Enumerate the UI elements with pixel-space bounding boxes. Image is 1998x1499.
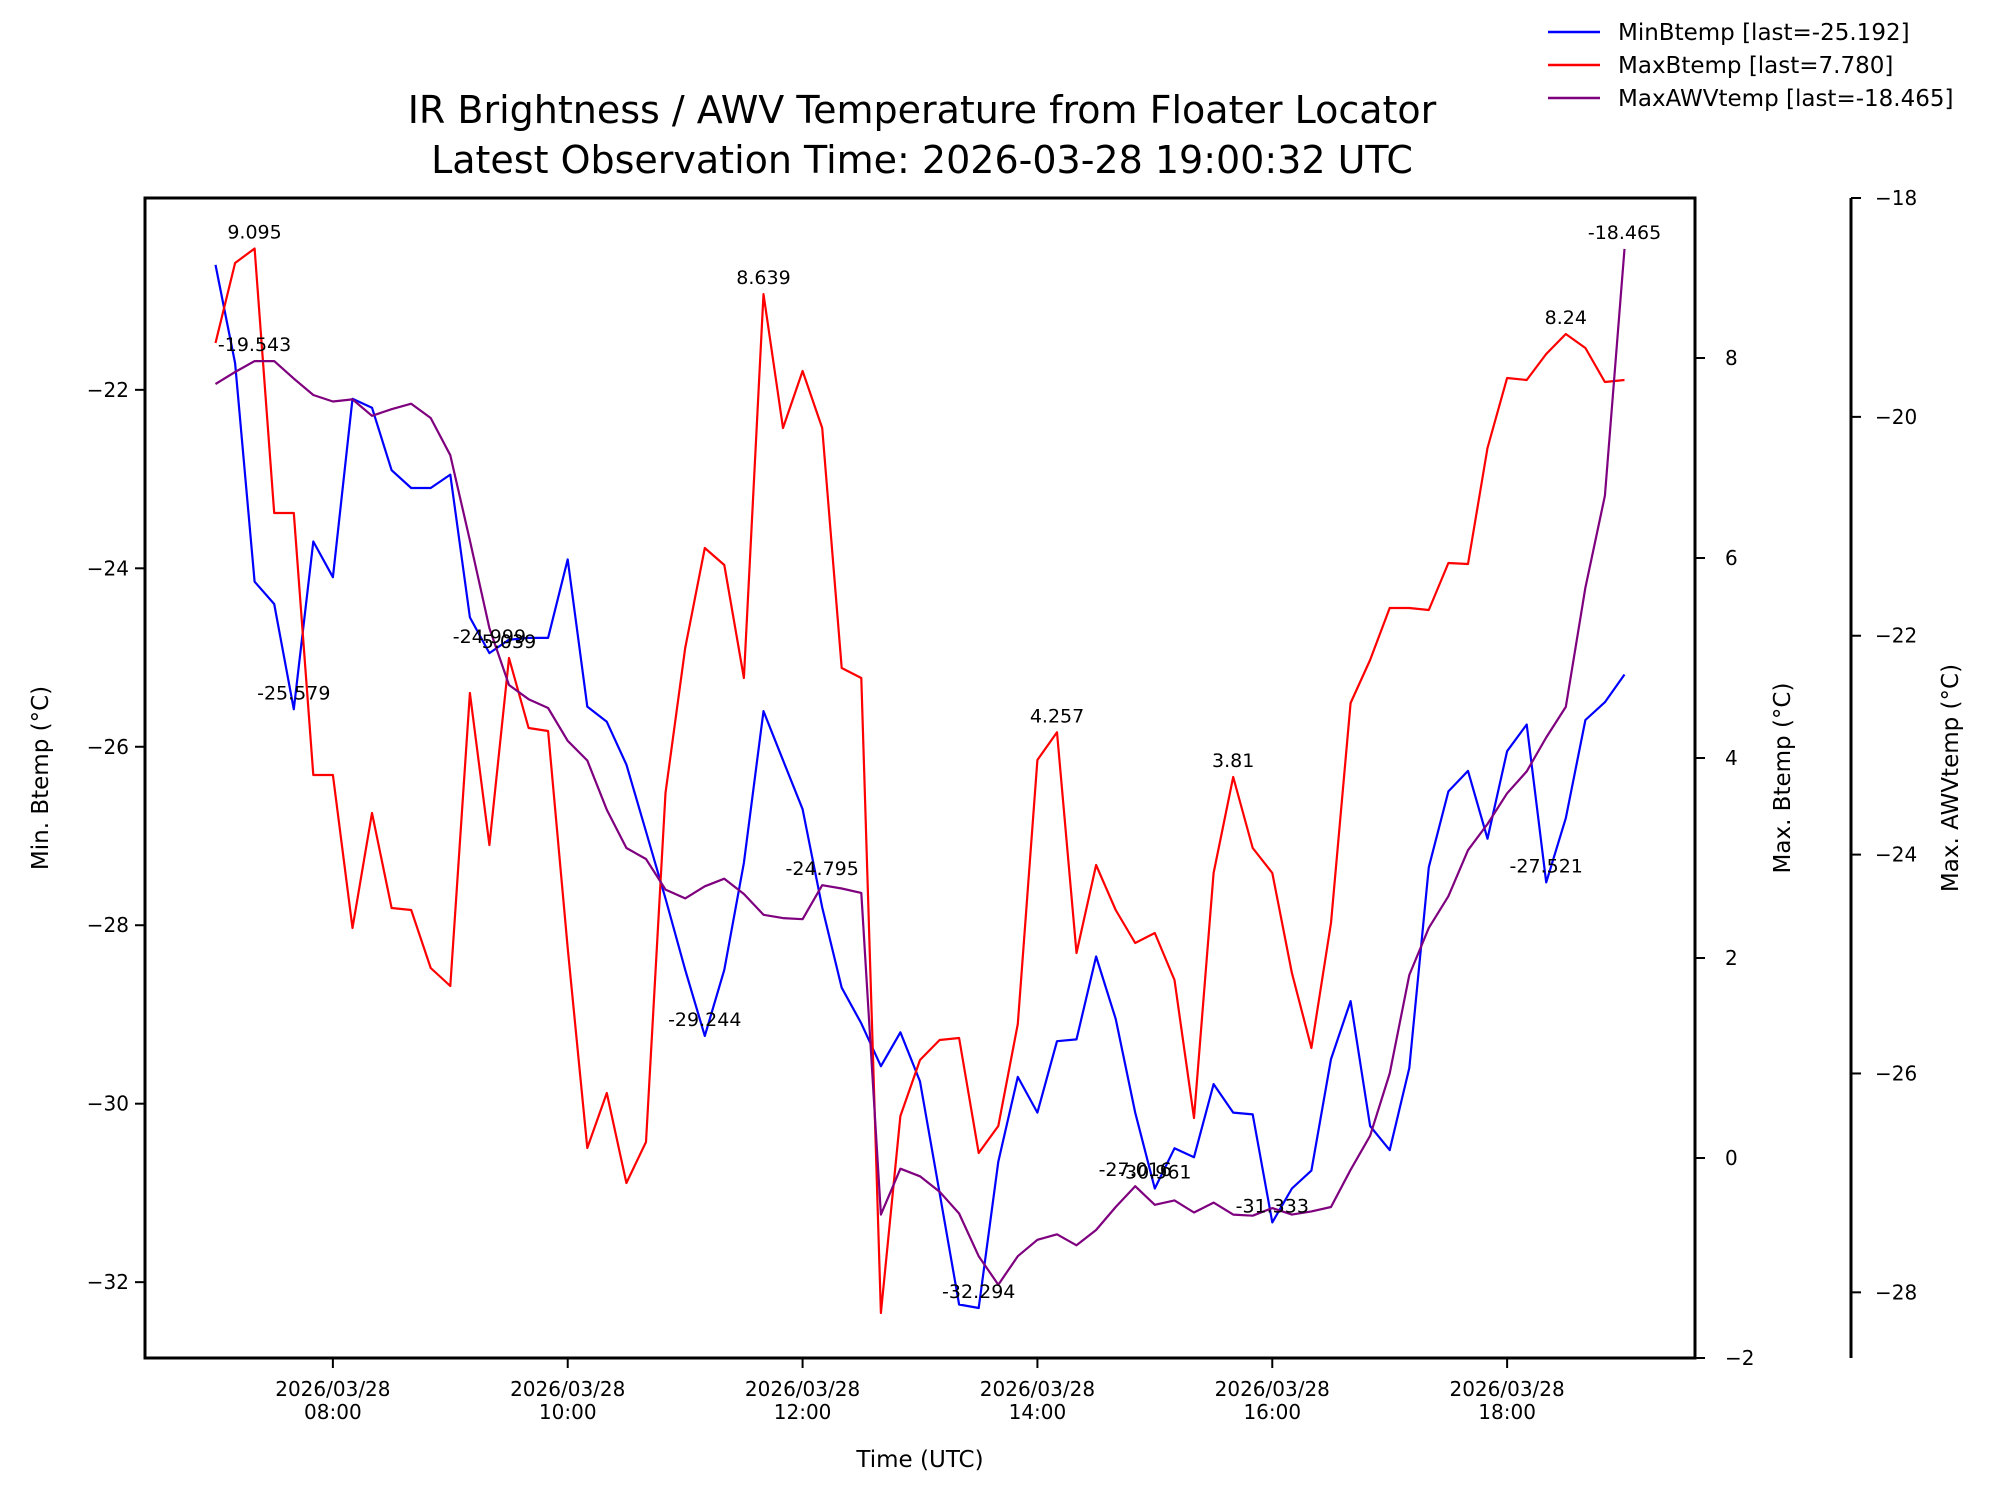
x-tick-label-date: 2026/03/28	[745, 1377, 860, 1401]
data-label: -19.543	[218, 334, 291, 356]
series-line-maxawvtemp	[214, 248, 1626, 1286]
x-tick-label-time: 10:00	[539, 1400, 597, 1424]
data-label: 4.257	[1030, 705, 1084, 727]
chart-subtitle: Latest Observation Time: 2026-03-28 19:0…	[431, 138, 1413, 182]
chart-title: IR Brightness / AWV Temperature from Flo…	[408, 88, 1437, 132]
max-tick-label: 8	[1725, 346, 1738, 370]
x-tick-label-date: 2026/03/28	[275, 1377, 390, 1401]
series-line-minbtemp	[214, 264, 1626, 1310]
x-axis-ticks: 2026/03/2808:002026/03/2810:002026/03/28…	[275, 1358, 1565, 1424]
max-tick-label: 2	[1725, 946, 1738, 970]
data-label: -32.294	[942, 1281, 1015, 1303]
series-line-maxbtemp	[214, 247, 1625, 1315]
awv-tick-label: −26	[1875, 1061, 1917, 1085]
awv-tick-label: −18	[1875, 186, 1917, 210]
x-axis-title: Time (UTC)	[855, 1447, 983, 1473]
max-tick-label: 0	[1725, 1146, 1738, 1170]
max-tick-label: 6	[1725, 546, 1738, 570]
awv-axis-ticks: −18 −20 −22 −24 −26 −28	[1851, 186, 1917, 1304]
annotations: -25.579 -24.999 -29.244 -32.294 -30.961 -31.3…	[218, 222, 1661, 1304]
x-tick-label-date: 2026/03/28	[1449, 1377, 1564, 1401]
min-tick-label: −30	[87, 1092, 129, 1116]
x-tick-label-time: 16:00	[1243, 1400, 1301, 1424]
y-axis-title-left: Min. Btemp (°C)	[28, 686, 54, 870]
x-tick-label-time: 08:00	[304, 1400, 362, 1424]
y-axis-title-right2: Max. AWVtemp (°C)	[1938, 664, 1964, 892]
y-axis-title-right: Max. Btemp (°C)	[1770, 683, 1796, 874]
data-label: -30.961	[1118, 1161, 1191, 1183]
min-axis-ticks: −22 −24 −26 −28 −30 −32	[87, 378, 145, 1294]
min-tick-label: −24	[87, 556, 129, 580]
awv-tick-label: −24	[1875, 843, 1917, 867]
data-label: -25.579	[257, 682, 330, 704]
x-tick-label-time: 18:00	[1478, 1400, 1536, 1424]
legend-entry: MaxAWVtemp [last=-18.465]	[1618, 86, 1953, 112]
max-tick-label: −2	[1725, 1346, 1754, 1370]
min-tick-label: −28	[87, 913, 129, 937]
series-lines	[214, 247, 1626, 1315]
x-tick-label-time: 12:00	[774, 1400, 832, 1424]
x-tick-label-date: 2026/03/28	[1215, 1377, 1330, 1401]
x-tick-label-date: 2026/03/28	[510, 1377, 625, 1401]
min-tick-label: −32	[87, 1270, 129, 1294]
max-tick-label: 4	[1725, 746, 1738, 770]
awv-tick-label: −20	[1875, 405, 1917, 429]
plot-frame	[143, 196, 1697, 1360]
data-label: -29.244	[668, 1009, 741, 1031]
data-label: 5.039	[482, 631, 536, 653]
legend-entry: MaxBtemp [last=7.780]	[1618, 53, 1893, 79]
min-tick-label: −22	[87, 378, 129, 402]
data-label: 8.639	[736, 267, 790, 289]
data-label: -24.999	[453, 626, 526, 648]
awv-tick-label: −22	[1875, 624, 1917, 648]
data-label: -24.795	[786, 858, 859, 880]
data-label: -27.521	[1510, 855, 1583, 877]
data-label: -27.016	[1099, 1159, 1172, 1181]
max-axis-ticks: 8 6 4 2 0 −2	[1695, 346, 1754, 1370]
min-tick-label: −26	[87, 735, 129, 759]
x-tick-label-time: 14:00	[1009, 1400, 1067, 1424]
data-label: 3.81	[1212, 750, 1254, 772]
legend: MinBtemp [last=-25.192] MaxBtemp [last=7.…	[1548, 20, 1953, 112]
awv-tick-label: −28	[1875, 1280, 1917, 1304]
data-label: -18.465	[1588, 222, 1661, 244]
data-label: -31.333	[1236, 1195, 1309, 1217]
legend-entry: MinBtemp [last=-25.192]	[1618, 20, 1910, 46]
data-label: 9.095	[227, 222, 281, 244]
data-label: 8.24	[1545, 307, 1587, 329]
x-tick-label-date: 2026/03/28	[980, 1377, 1095, 1401]
